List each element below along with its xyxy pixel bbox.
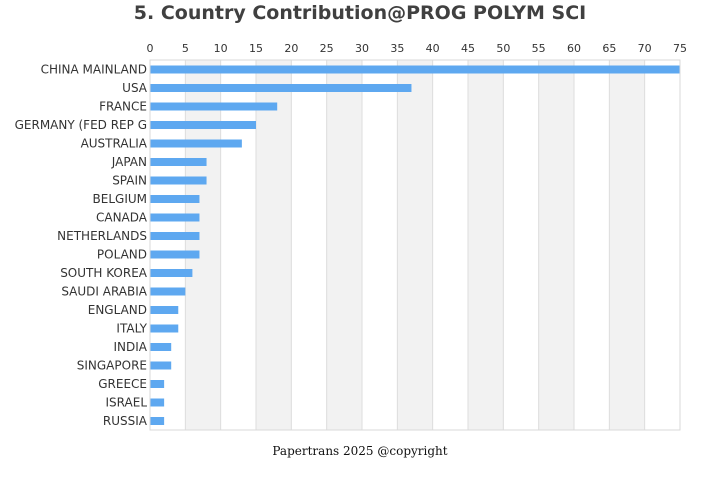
x-tick-label: 50	[496, 42, 510, 55]
category-label: RUSSIA	[103, 414, 148, 428]
category-label: SINGAPORE	[77, 359, 147, 373]
category-label: ISRAEL	[106, 396, 148, 410]
x-tick-label: 60	[567, 42, 581, 55]
bar	[150, 343, 172, 351]
category-labels: CHINA MAINLAND USA FRANCE GERMANY (FED REP …	[15, 63, 148, 429]
grid-band	[397, 60, 433, 430]
grid-band	[538, 60, 574, 430]
x-tick-label: 5	[182, 42, 189, 55]
x-tick-label: 70	[638, 42, 652, 55]
bar	[150, 287, 186, 296]
grid-band	[326, 60, 362, 430]
grid-band	[185, 60, 221, 430]
bar	[150, 306, 179, 314]
bar	[150, 158, 207, 166]
bar	[150, 269, 193, 277]
bar	[150, 232, 200, 240]
bar	[150, 102, 278, 111]
bar	[150, 380, 165, 388]
category-label: NETHERLANDS	[57, 229, 147, 243]
x-tick-label: 45	[461, 42, 475, 55]
bar	[150, 65, 680, 74]
x-tick-label: 30	[355, 42, 369, 55]
category-label: JAPAN	[111, 155, 147, 169]
category-label: USA	[122, 81, 148, 95]
grid-bands	[185, 60, 645, 430]
category-label: ENGLAND	[88, 303, 147, 317]
bars	[150, 65, 680, 425]
x-tick-label: 35	[390, 42, 404, 55]
bar	[150, 417, 165, 425]
category-label: SAUDI ARABIA	[61, 285, 147, 299]
category-label: CANADA	[96, 211, 148, 225]
bar	[150, 84, 412, 92]
bar	[150, 398, 165, 407]
grid-band	[609, 60, 645, 430]
x-tick-label: 65	[602, 42, 616, 55]
category-label: FRANCE	[99, 100, 147, 114]
x-tick-label: 55	[532, 42, 546, 55]
category-label: CHINA MAINLAND	[41, 63, 147, 77]
category-label: GREECE	[98, 377, 147, 391]
category-label: BELGIUM	[93, 192, 147, 206]
x-tick-label: 75	[673, 42, 687, 55]
grid-band	[468, 60, 504, 430]
bar	[150, 195, 200, 203]
category-label: POLAND	[97, 248, 147, 262]
x-tick-label: 25	[320, 42, 334, 55]
bar	[150, 139, 242, 148]
category-label: ITALY	[116, 322, 147, 336]
grid-band	[256, 60, 292, 430]
x-tick-label: 40	[426, 42, 440, 55]
bar	[150, 361, 172, 370]
bar	[150, 176, 207, 185]
bar	[150, 213, 200, 222]
bar	[150, 250, 200, 259]
category-label: GERMANY (FED REP G	[15, 118, 147, 132]
chart-title: 5. Country Contribution@PROG POLYM SCI	[133, 2, 587, 24]
category-label: INDIA	[113, 340, 147, 354]
x-tick-label: 0	[147, 42, 154, 55]
x-tick-label: 15	[249, 42, 263, 55]
x-tick-label: 10	[214, 42, 228, 55]
category-label: AUSTRALIA	[81, 137, 148, 151]
plot-frame	[149, 59, 681, 431]
category-label: SOUTH KOREA	[60, 266, 148, 280]
x-axis-ticks: 0 5 10 15 20 25 30 35 40 45 50 55 60 65 70 75	[147, 42, 688, 55]
bar	[150, 324, 179, 333]
category-label: SPAIN	[112, 174, 147, 188]
copyright-footer: Papertrans 2025 @copyright	[272, 444, 448, 458]
bar	[150, 121, 256, 129]
x-tick-label: 20	[284, 42, 298, 55]
